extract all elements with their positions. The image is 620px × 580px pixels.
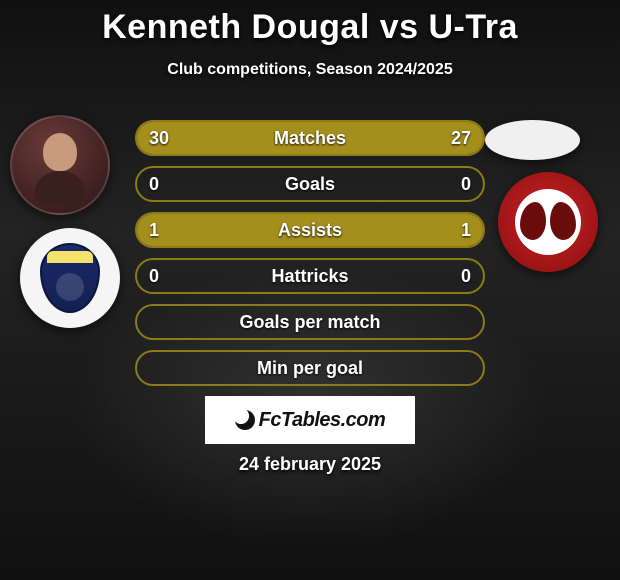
stat-row: 0 0 Goals	[135, 166, 485, 202]
widget-root: { "title": "Kenneth Dougal vs U-Tra", "s…	[0, 0, 620, 580]
stat-left-value: 1	[149, 220, 159, 241]
stat-left-value: 30	[149, 128, 169, 149]
stat-row: Goals per match	[135, 304, 485, 340]
stat-label: Hattricks	[271, 266, 348, 287]
stat-label: Goals	[285, 174, 335, 195]
club-left-badge	[20, 228, 120, 328]
club-right-badge	[498, 172, 598, 272]
stat-row: Min per goal	[135, 350, 485, 386]
stat-row: 30 27 Matches	[135, 120, 485, 156]
fctables-label: FcTables.com	[259, 409, 386, 432]
soccer-ball-icon	[235, 410, 255, 430]
stat-left-value: 0	[149, 174, 159, 195]
page-title: Kenneth Dougal vs U-Tra	[0, 0, 620, 47]
stat-label: Goals per match	[239, 312, 380, 333]
stat-row: 1 1 Assists	[135, 212, 485, 248]
stat-row: 0 0 Hattricks	[135, 258, 485, 294]
player-right-avatar	[485, 120, 580, 160]
player-left-avatar	[10, 115, 110, 215]
stat-label: Matches	[274, 128, 346, 149]
stat-right-value: 1	[461, 220, 471, 241]
stat-right-value: 27	[451, 128, 471, 149]
stats-table: 30 27 Matches 0 0 Goals 1 1 Assists 0 0 Hattricks Go…	[135, 120, 485, 386]
stat-right-value: 0	[461, 174, 471, 195]
snapshot-date: 24 february 2025	[239, 454, 381, 475]
stat-label: Min per goal	[257, 358, 363, 379]
stat-label: Assists	[278, 220, 342, 241]
season-subtitle: Club competitions, Season 2024/2025	[0, 61, 620, 79]
stat-left-value: 0	[149, 266, 159, 287]
fctables-watermark: FcTables.com	[205, 396, 415, 444]
stat-right-value: 0	[461, 266, 471, 287]
